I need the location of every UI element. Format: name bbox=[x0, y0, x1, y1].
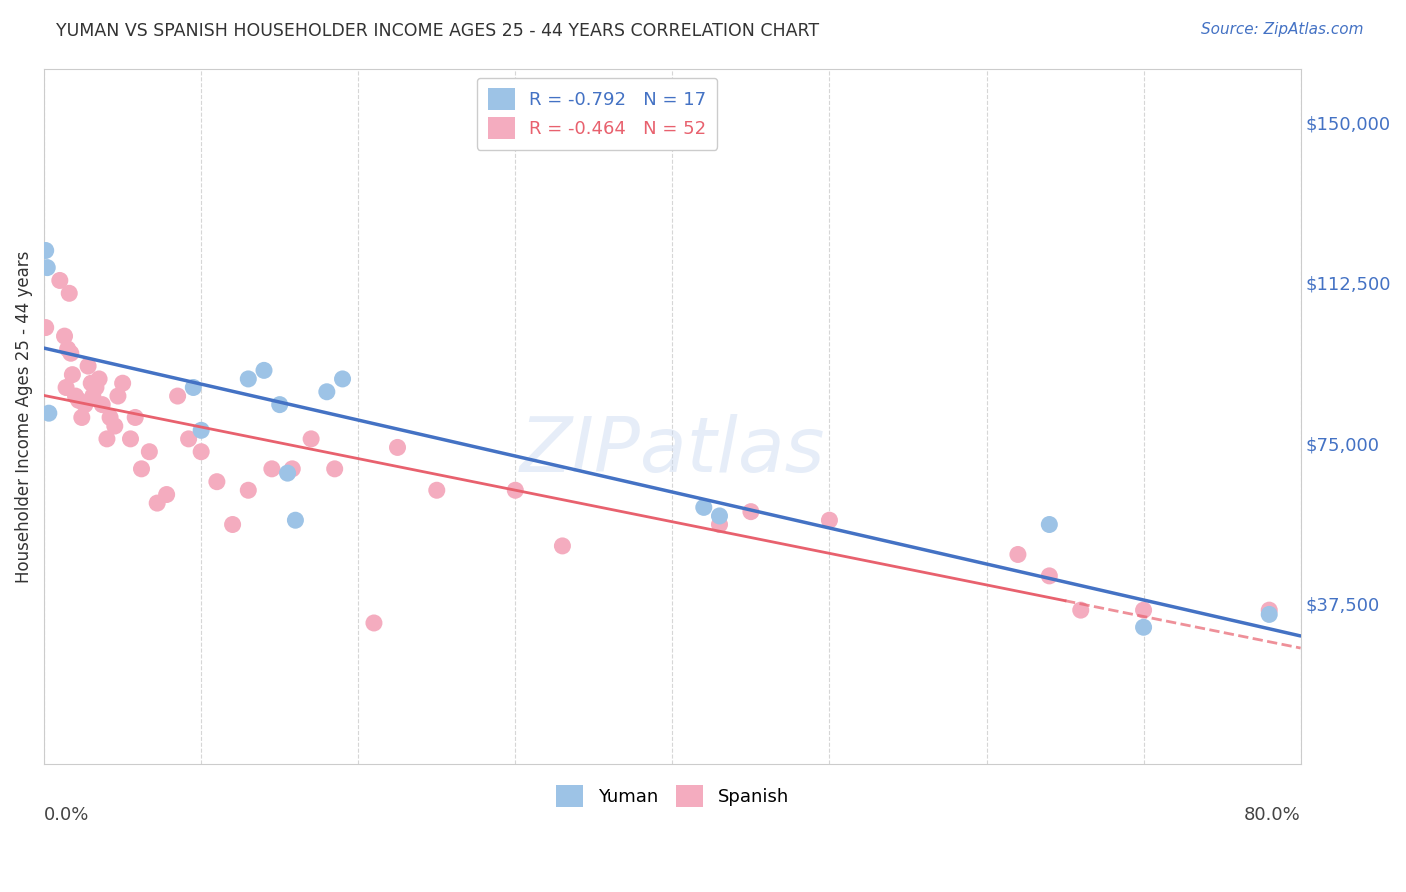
Legend: Yuman, Spanish: Yuman, Spanish bbox=[546, 774, 800, 818]
Point bbox=[323, 462, 346, 476]
Point bbox=[91, 398, 114, 412]
Point bbox=[98, 410, 121, 425]
Point bbox=[221, 517, 243, 532]
Point bbox=[60, 368, 83, 382]
Point bbox=[387, 441, 409, 455]
Point bbox=[205, 475, 228, 489]
Point bbox=[37, 260, 59, 275]
Point bbox=[124, 410, 146, 425]
Point bbox=[1007, 548, 1029, 562]
Point bbox=[332, 372, 354, 386]
Point bbox=[269, 398, 291, 412]
Point bbox=[34, 244, 56, 258]
Point bbox=[111, 376, 134, 391]
Point bbox=[1038, 569, 1060, 583]
Point bbox=[107, 389, 129, 403]
Text: 80.0%: 80.0% bbox=[1244, 806, 1301, 824]
Text: 0.0%: 0.0% bbox=[44, 806, 90, 824]
Point bbox=[709, 517, 731, 532]
Text: ZIPatlas: ZIPatlas bbox=[520, 414, 825, 488]
Point bbox=[190, 444, 212, 458]
Point bbox=[740, 505, 762, 519]
Point bbox=[38, 406, 60, 420]
Point bbox=[253, 363, 276, 377]
Point bbox=[1070, 603, 1092, 617]
Point bbox=[238, 483, 260, 498]
Text: YUMAN VS SPANISH HOUSEHOLDER INCOME AGES 25 - 44 YEARS CORRELATION CHART: YUMAN VS SPANISH HOUSEHOLDER INCOME AGES… bbox=[56, 22, 820, 40]
Point bbox=[120, 432, 142, 446]
Point bbox=[96, 432, 118, 446]
Point bbox=[284, 513, 307, 527]
Point bbox=[363, 615, 385, 630]
Point bbox=[70, 410, 93, 425]
Point bbox=[138, 444, 160, 458]
Point bbox=[277, 466, 299, 480]
Point bbox=[709, 508, 731, 523]
Point bbox=[315, 384, 337, 399]
Point bbox=[104, 419, 127, 434]
Point bbox=[84, 380, 107, 394]
Point bbox=[1132, 620, 1154, 634]
Point bbox=[156, 487, 179, 501]
Point bbox=[693, 500, 716, 515]
Point bbox=[65, 389, 87, 403]
Point bbox=[34, 320, 56, 334]
Point bbox=[146, 496, 169, 510]
Point bbox=[55, 380, 77, 394]
Point bbox=[1132, 603, 1154, 617]
Point bbox=[426, 483, 449, 498]
Point bbox=[238, 372, 260, 386]
Point bbox=[281, 462, 304, 476]
Point bbox=[1038, 517, 1060, 532]
Point bbox=[181, 380, 204, 394]
Point bbox=[166, 389, 188, 403]
Point bbox=[551, 539, 574, 553]
Point bbox=[190, 423, 212, 437]
Point bbox=[87, 372, 110, 386]
Point bbox=[82, 389, 104, 403]
Point bbox=[53, 329, 76, 343]
Point bbox=[67, 393, 90, 408]
Point bbox=[260, 462, 283, 476]
Point bbox=[1258, 603, 1281, 617]
Point bbox=[818, 513, 841, 527]
Y-axis label: Householder Income Ages 25 - 44 years: Householder Income Ages 25 - 44 years bbox=[15, 251, 32, 582]
Point bbox=[505, 483, 527, 498]
Point bbox=[1258, 607, 1281, 622]
Point bbox=[131, 462, 153, 476]
Point bbox=[177, 432, 200, 446]
Point bbox=[80, 376, 103, 391]
Point bbox=[59, 346, 82, 360]
Point bbox=[49, 273, 72, 287]
Point bbox=[299, 432, 322, 446]
Point bbox=[56, 342, 79, 356]
Point bbox=[58, 286, 80, 301]
Point bbox=[77, 359, 100, 373]
Point bbox=[73, 398, 96, 412]
Text: Source: ZipAtlas.com: Source: ZipAtlas.com bbox=[1201, 22, 1364, 37]
